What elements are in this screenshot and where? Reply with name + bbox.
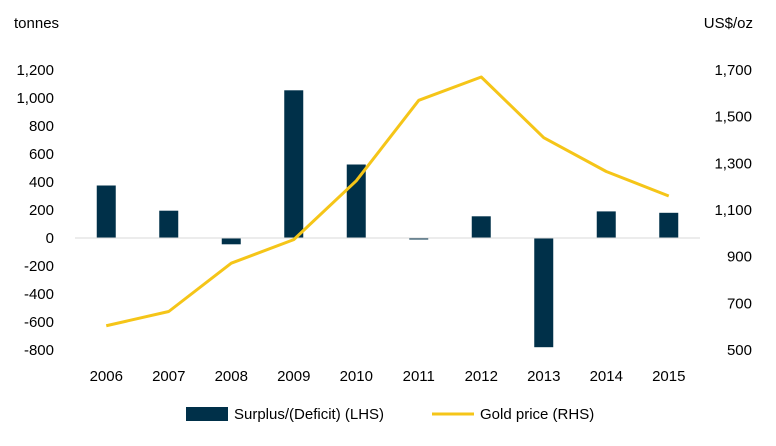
x-tick-label: 2007	[152, 368, 185, 385]
legend-label-gold-price: Gold price (RHS)	[480, 406, 594, 423]
right-tick-label: 500	[727, 342, 752, 359]
x-axis-ticks: 2006 2007 2008 2009 2010 2011 2012 2013 2014 2015	[90, 368, 686, 385]
left-tick-label: 600	[29, 146, 54, 163]
right-axis-unit-label: US$/oz	[704, 15, 753, 32]
left-tick-label: -200	[24, 258, 54, 275]
left-axis-ticks: 1,200 1,000 800 600 400 200 0 -200 -400 -600 -800	[16, 62, 54, 359]
left-tick-label: 0	[46, 230, 54, 247]
x-tick-label: 2011	[403, 368, 435, 385]
bar-series	[96, 90, 679, 348]
bar	[346, 164, 366, 238]
x-tick-label: 2014	[590, 368, 623, 385]
left-tick-label: 1,200	[16, 62, 54, 79]
x-tick-label: 2012	[465, 368, 498, 385]
bar	[96, 185, 116, 238]
x-tick-label: 2009	[277, 368, 310, 385]
right-tick-label: 1,100	[714, 202, 752, 219]
legend-swatch-surplus	[186, 407, 228, 421]
bar	[534, 238, 554, 348]
left-tick-label: 800	[29, 118, 54, 135]
gold-price-line	[105, 75, 670, 328]
bar	[471, 216, 491, 238]
legend-label-surplus: Surplus/(Deficit) (LHS)	[234, 406, 384, 423]
right-tick-label: 1,500	[714, 109, 752, 126]
x-tick-label: 2006	[90, 368, 123, 385]
right-tick-label: 700	[727, 295, 752, 312]
x-tick-label: 2010	[340, 368, 373, 385]
bar	[659, 212, 679, 238]
right-axis-ticks: 1,700 1,500 1,300 1,100 900 700 500	[714, 62, 752, 359]
left-tick-label: 1,000	[16, 90, 54, 107]
left-axis-unit-label: tonnes	[14, 15, 59, 32]
x-tick-label: 2008	[215, 368, 248, 385]
bar	[221, 238, 241, 245]
bar	[596, 211, 616, 238]
right-tick-label: 900	[727, 249, 752, 266]
left-tick-label: -600	[24, 314, 54, 331]
bar	[159, 210, 179, 238]
x-tick-label: 2013	[527, 368, 560, 385]
bar	[409, 238, 429, 240]
left-tick-label: -800	[24, 342, 54, 359]
left-tick-label: -400	[24, 286, 54, 303]
x-tick-label: 2015	[652, 368, 685, 385]
right-tick-label: 1,700	[714, 62, 752, 79]
left-tick-label: 400	[29, 174, 54, 191]
legend: Surplus/(Deficit) (LHS) Gold price (RHS)	[186, 406, 594, 423]
left-tick-label: 200	[29, 202, 54, 219]
bar	[284, 90, 304, 238]
right-tick-label: 1,300	[714, 155, 752, 172]
